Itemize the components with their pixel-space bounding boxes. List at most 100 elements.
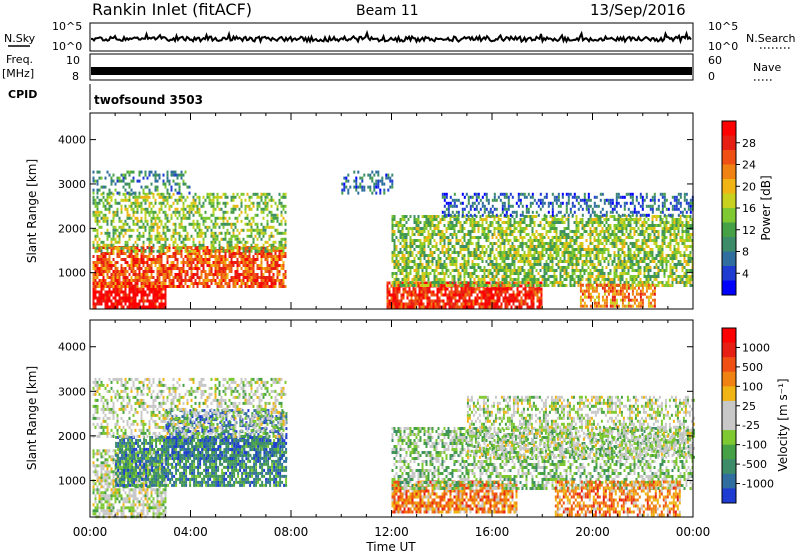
data-cell [575,269,578,272]
data-cell [541,248,544,251]
data-cell [541,257,544,260]
data-cell [565,236,568,239]
data-cell [204,216,207,220]
data-cell [108,261,111,264]
data-cell [106,243,109,247]
data-cell [555,233,558,236]
data-cell [409,248,412,251]
data-cell [210,246,213,250]
data-cell [186,255,189,258]
data-cell [583,248,586,251]
data-cell [511,278,514,281]
data-cell [176,246,179,250]
data-cell [478,302,481,306]
data-cell [545,269,548,272]
data-cell [110,264,113,267]
data-cell [537,263,540,266]
data-cell [214,267,217,270]
data-cell [234,261,237,264]
cpid-label: CPID [8,88,37,101]
data-cell [409,251,412,254]
data-cell [280,279,283,282]
data-cell [272,198,275,202]
data-cell [240,261,243,264]
data-cell [545,230,548,233]
data-cell [541,236,544,239]
data-cell [591,248,594,251]
data-cell [270,279,273,282]
data-cell [531,263,534,266]
data-cell [404,290,407,294]
data-cell [623,221,626,224]
data-cell [573,257,576,260]
data-cell [202,279,205,282]
data-cell [597,215,600,218]
data-cell [601,251,604,254]
data-cell [144,299,147,303]
data-cell [272,216,275,220]
data-cell [216,222,219,226]
data-cell [150,287,153,291]
data-cell [585,230,588,233]
data-cell [200,273,203,276]
data-cell [100,261,103,264]
data-cell [575,260,578,263]
data-cell [462,302,465,306]
data-cell [417,272,420,275]
data-cell [429,251,432,254]
data-cell [441,245,444,248]
data-cell [170,261,173,264]
data-cell [164,185,167,189]
data-cell [499,266,502,269]
data-cell [575,230,578,233]
data-cell [160,296,163,300]
data-cell [166,237,169,241]
data-cell [551,266,554,269]
data-cell [244,261,247,264]
data-cell [597,257,600,260]
data-cell [453,278,456,281]
data-cell [487,233,490,236]
data-cell [218,255,221,258]
data-cell [637,263,640,266]
data-cell [399,236,402,239]
data-cell [539,269,542,272]
data-cell [522,287,525,291]
data-cell [198,225,201,229]
data-cell [186,285,189,288]
data-cell [162,264,165,267]
data-cell [529,263,532,266]
data-cell [407,254,410,257]
data-cell [240,267,243,270]
data-cell [583,269,586,272]
data-cell [390,293,393,297]
data-cell [627,245,630,248]
data-cell [152,255,155,258]
data-cell [146,287,149,291]
data-cell [397,251,400,254]
data-cell [453,248,456,251]
data-cell [581,266,584,269]
data-cell [98,210,101,214]
data-cell [487,230,490,233]
data-cell [142,198,145,202]
data-cell [198,261,201,264]
data-cell [439,257,442,260]
data-cell [150,249,153,252]
data-cell [573,239,576,242]
data-cell [609,224,612,227]
data-cell [140,216,143,220]
data-cell [433,278,436,281]
data-cell [150,225,153,229]
data-cell [439,221,442,224]
data-cell [222,216,225,220]
data-cell [615,254,618,257]
data-cell [547,248,550,251]
data-cell [96,258,99,261]
data-cell [443,254,446,257]
data-cell [102,246,105,249]
data-cell [421,275,424,278]
data-cell [526,296,529,300]
data-cell [248,228,251,232]
data-cell [168,182,171,186]
